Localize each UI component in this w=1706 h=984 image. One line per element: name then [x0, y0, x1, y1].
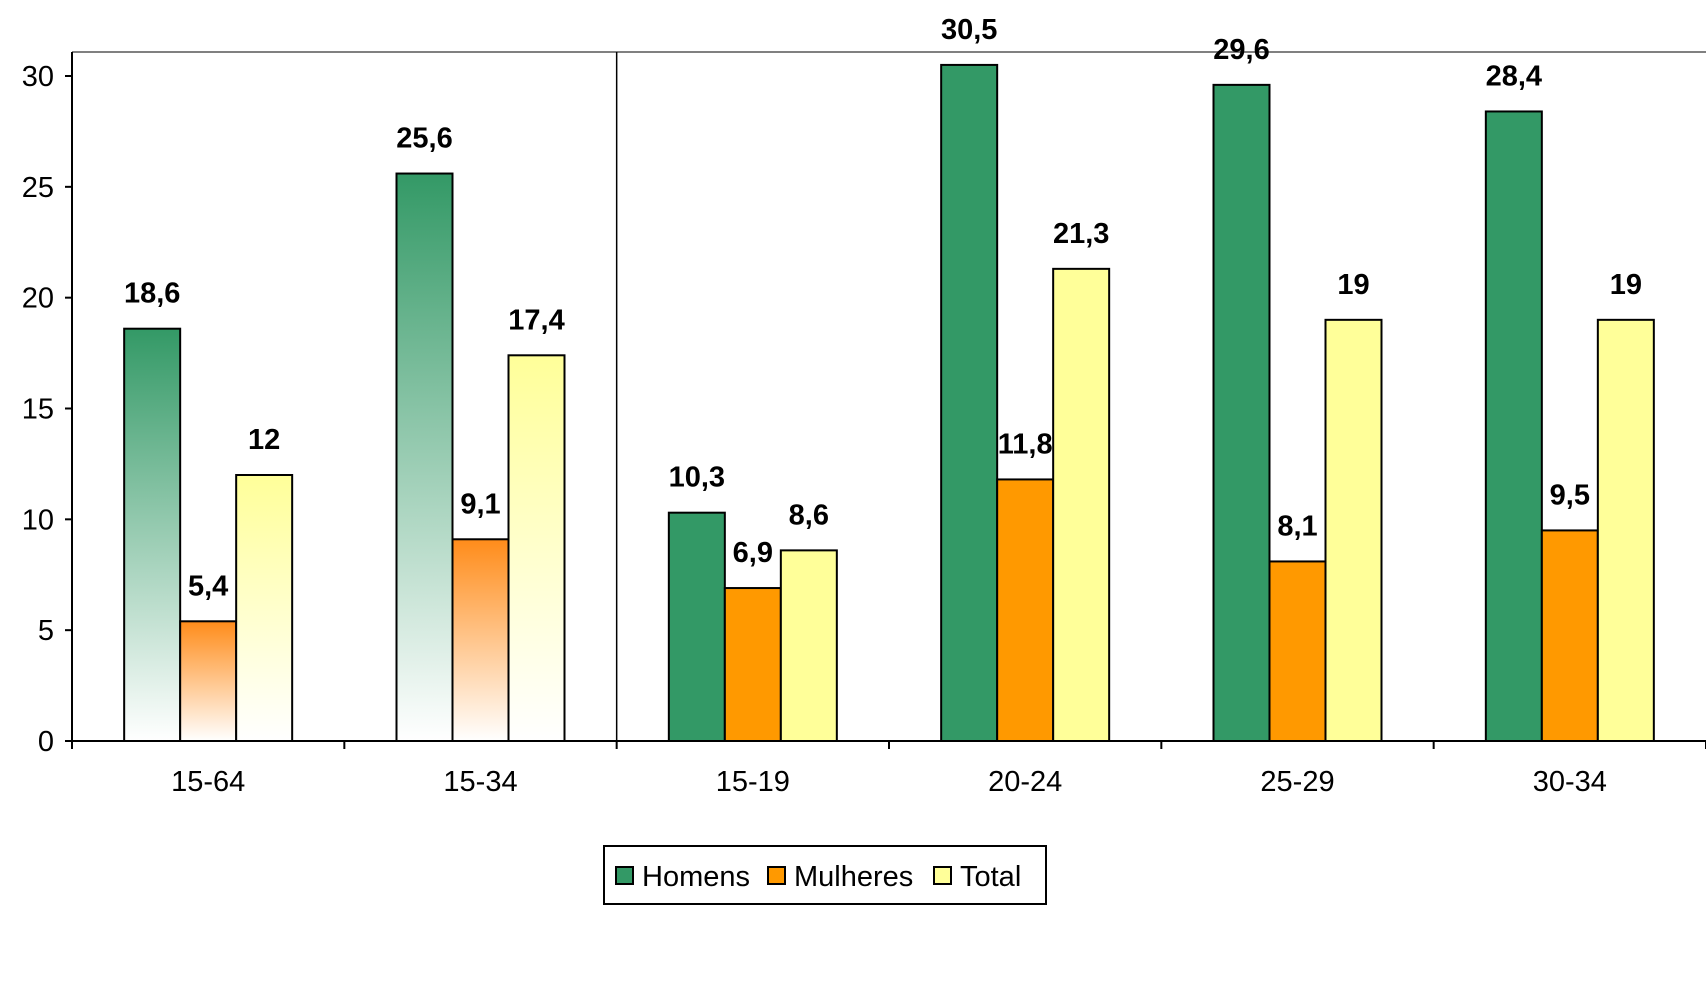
- bar-mulheres-20-24: [996, 478, 1055, 742]
- data-label-total-15-64: 12: [248, 424, 280, 456]
- x-tick-label: 15-19: [716, 766, 790, 798]
- data-label-homens-15-34: 25,6: [396, 123, 452, 155]
- data-label-homens-30-34: 28,4: [1486, 60, 1542, 92]
- data-label-homens-15-19: 10,3: [669, 462, 725, 494]
- legend-swatch-homens: [615, 866, 634, 885]
- y-tick-label: 0: [38, 726, 54, 758]
- legend-swatch-total: [933, 866, 952, 885]
- data-label-mulheres-30-34: 9,5: [1550, 479, 1590, 511]
- legend-swatch-mulheres: [767, 866, 786, 885]
- bar-mulheres-30-34: [1540, 529, 1599, 743]
- legend-label-homens: Homens: [642, 861, 750, 893]
- data-label-homens-15-64: 18,6: [124, 278, 180, 310]
- bar-mulheres-15-19: [723, 587, 782, 742]
- x-tick-label: 25-29: [1260, 766, 1334, 798]
- bar-homens-25-29: [1212, 83, 1271, 743]
- legend-label-mulheres: Mulheres: [794, 861, 913, 893]
- y-tick-label: 5: [38, 615, 54, 647]
- bar-homens-15-34: [395, 172, 454, 743]
- y-tick-label: 10: [22, 504, 54, 536]
- data-label-total-15-19: 8,6: [789, 499, 829, 531]
- bar-mulheres-25-29: [1268, 560, 1327, 743]
- plot-area: 0 5 10 15 20 25 30 18,6 5,4 12 15-64 25,6 9,1 17,4 15-…: [22, 14, 1706, 798]
- x-tick-label: 15-34: [443, 766, 517, 798]
- data-label-mulheres-15-64: 5,4: [188, 570, 228, 602]
- bar-homens-20-24: [940, 63, 999, 742]
- data-label-total-30-34: 19: [1610, 269, 1642, 301]
- bar-total-20-24: [1052, 267, 1111, 742]
- bar-homens-15-64: [123, 327, 182, 742]
- data-label-homens-20-24: 30,5: [941, 14, 997, 46]
- data-label-mulheres-20-24: 11,8: [998, 428, 1053, 460]
- x-tick-label: 15-64: [171, 766, 245, 798]
- data-label-total-25-29: 19: [1337, 269, 1369, 301]
- bar-homens-30-34: [1484, 110, 1543, 742]
- y-tick-label: 15: [22, 394, 54, 426]
- y-tick-label: 30: [22, 61, 54, 93]
- data-label-mulheres-25-29: 8,1: [1277, 510, 1317, 542]
- data-label-mulheres-15-34: 9,1: [460, 488, 500, 520]
- legend-box: [603, 845, 1047, 905]
- bar-total-15-19: [779, 549, 838, 742]
- y-tick-label: 20: [22, 283, 54, 315]
- data-label-mulheres-15-19: 6,9: [733, 537, 773, 569]
- legend: Homens Mulheres Total: [603, 845, 1047, 905]
- bar-total-15-64: [235, 474, 294, 742]
- bar-homens-15-19: [667, 511, 726, 743]
- data-label-homens-25-29: 29,6: [1213, 34, 1269, 66]
- bar-total-15-34: [507, 354, 566, 742]
- x-tick-label: 20-24: [988, 766, 1062, 798]
- x-tick-label: 30-34: [1533, 766, 1607, 798]
- legend-label-total: Total: [960, 861, 1021, 893]
- data-label-total-20-24: 21,3: [1053, 218, 1109, 250]
- bar-mulheres-15-64: [179, 620, 238, 742]
- bar-total-30-34: [1596, 318, 1655, 742]
- data-label-total-15-34: 17,4: [508, 304, 564, 336]
- y-tick-label: 25: [22, 172, 54, 204]
- bar-mulheres-15-34: [451, 538, 510, 742]
- bar-total-25-29: [1324, 318, 1383, 742]
